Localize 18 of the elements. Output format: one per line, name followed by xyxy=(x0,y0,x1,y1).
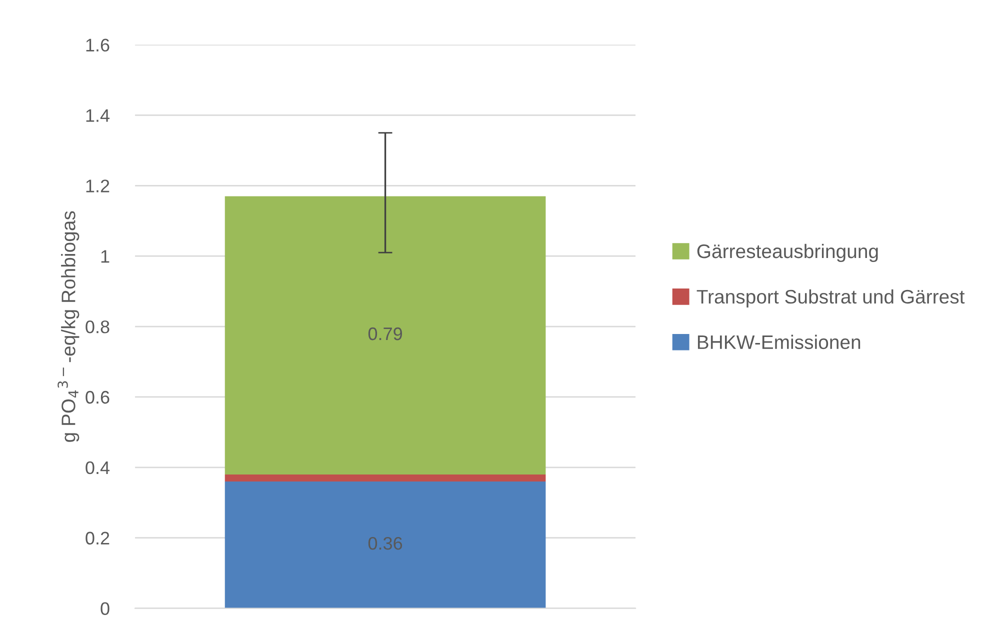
legend-label: Gärresteausbringung xyxy=(697,244,878,262)
y-tick-label: 0.2 xyxy=(86,532,110,545)
y-tick-label: 0.6 xyxy=(86,390,110,404)
y-tick-label: 1.6 xyxy=(86,38,110,52)
bar xyxy=(224,196,546,474)
data-label: 0.36 xyxy=(368,536,402,550)
y-axis-title: g PO$_{4}$$^{3−}$-eq/kg Rohbiogas xyxy=(58,211,80,442)
y-tick-label: 1.4 xyxy=(86,109,110,122)
y-tick-label: 1 xyxy=(101,250,110,263)
legend-label: BHKW-Emissionen xyxy=(698,334,860,350)
y-tick-label: 0 xyxy=(100,602,110,616)
legend-label: Transport Substrat und Gärrest xyxy=(696,289,965,308)
data-label: 0.79 xyxy=(368,327,402,340)
y-tick-label: 0.4 xyxy=(86,461,110,474)
bar xyxy=(224,474,546,482)
bar xyxy=(224,482,546,608)
y-tick-label: 1.2 xyxy=(86,180,110,192)
y-tick-label: 0.8 xyxy=(86,320,110,334)
